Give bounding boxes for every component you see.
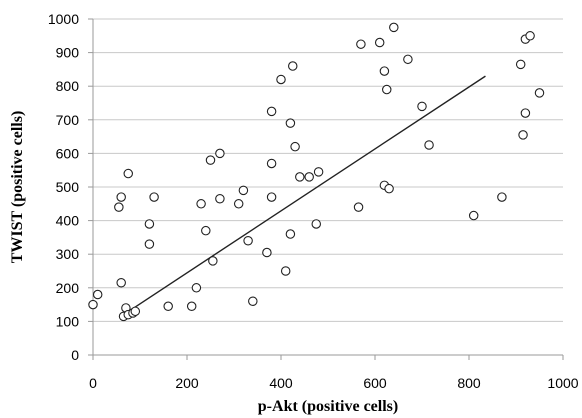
data-point [163,301,173,312]
data-point [215,194,225,204]
data-point [266,192,277,202]
x-tick-label: 200 [175,375,199,391]
data-point [403,54,413,65]
data-point [88,299,98,310]
y-tick-label: 200 [56,280,80,296]
data-point [285,229,296,239]
data-point [379,66,390,76]
data-point [356,39,366,49]
y-tick-label: 300 [56,246,80,262]
data-point [381,84,392,95]
data-point [304,172,314,182]
data-point [144,239,155,249]
data-point [149,192,159,202]
data-point [191,283,202,293]
data-point [389,22,399,33]
y-axis-title: TWIST (positive cells) [9,111,26,264]
y-tick-label: 900 [56,45,80,61]
data-point [384,183,394,194]
data-point [238,185,249,196]
data-point [123,168,134,179]
x-tick-label: 1000 [547,375,578,391]
data-point [417,101,427,112]
data-point [374,37,385,48]
gridlines [93,18,563,322]
axes [88,18,564,360]
y-tick-label: 800 [56,78,80,94]
data-point [144,219,155,229]
y-tick-label: 400 [56,213,80,229]
trendline [123,75,486,316]
y-tick-label: 0 [71,347,79,363]
data-points [88,22,545,322]
data-point [468,210,479,221]
data-point [497,192,507,202]
data-point [311,219,321,229]
data-point [424,140,434,150]
data-point [201,225,211,236]
data-point [353,202,364,212]
data-point [280,266,291,276]
data-point [130,306,141,317]
trendline-group [123,75,486,316]
data-point [534,88,545,98]
y-tick-label: 600 [56,145,80,161]
data-point [525,31,535,41]
x-tick-label: 800 [457,375,481,391]
data-point [215,148,225,159]
y-tick-label: 500 [56,179,80,195]
x-axis-title: p-Akt (positive cells) [258,398,398,415]
data-point [290,141,300,152]
data-point [92,289,103,300]
data-point [515,59,526,70]
data-point [233,199,244,209]
data-point [285,118,296,128]
data-point [243,236,253,246]
x-tick-labels: 0 200 400 600 800 1000 [89,375,579,391]
y-tick-label: 700 [56,112,80,128]
data-point [518,130,528,140]
y-tick-label: 100 [56,313,80,329]
data-point [266,106,277,117]
data-point [313,167,324,177]
data-point [276,74,286,85]
data-point [205,155,216,165]
data-point [186,301,197,312]
data-point [208,256,218,266]
data-point [248,296,258,306]
data-point [520,108,531,118]
data-point [262,247,272,258]
data-point [116,192,126,202]
data-point [116,278,126,288]
data-point [196,199,206,209]
data-point [114,202,124,212]
y-tick-label: 1000 [48,11,79,27]
data-point [287,61,298,71]
x-tick-label: 0 [89,375,97,391]
x-tick-label: 400 [269,375,293,391]
data-point [295,172,305,182]
y-tick-labels: 0 100 200 300 400 500 600 700 800 900 1000 [48,11,79,363]
x-tick-label: 600 [363,375,387,391]
data-point [266,158,277,169]
